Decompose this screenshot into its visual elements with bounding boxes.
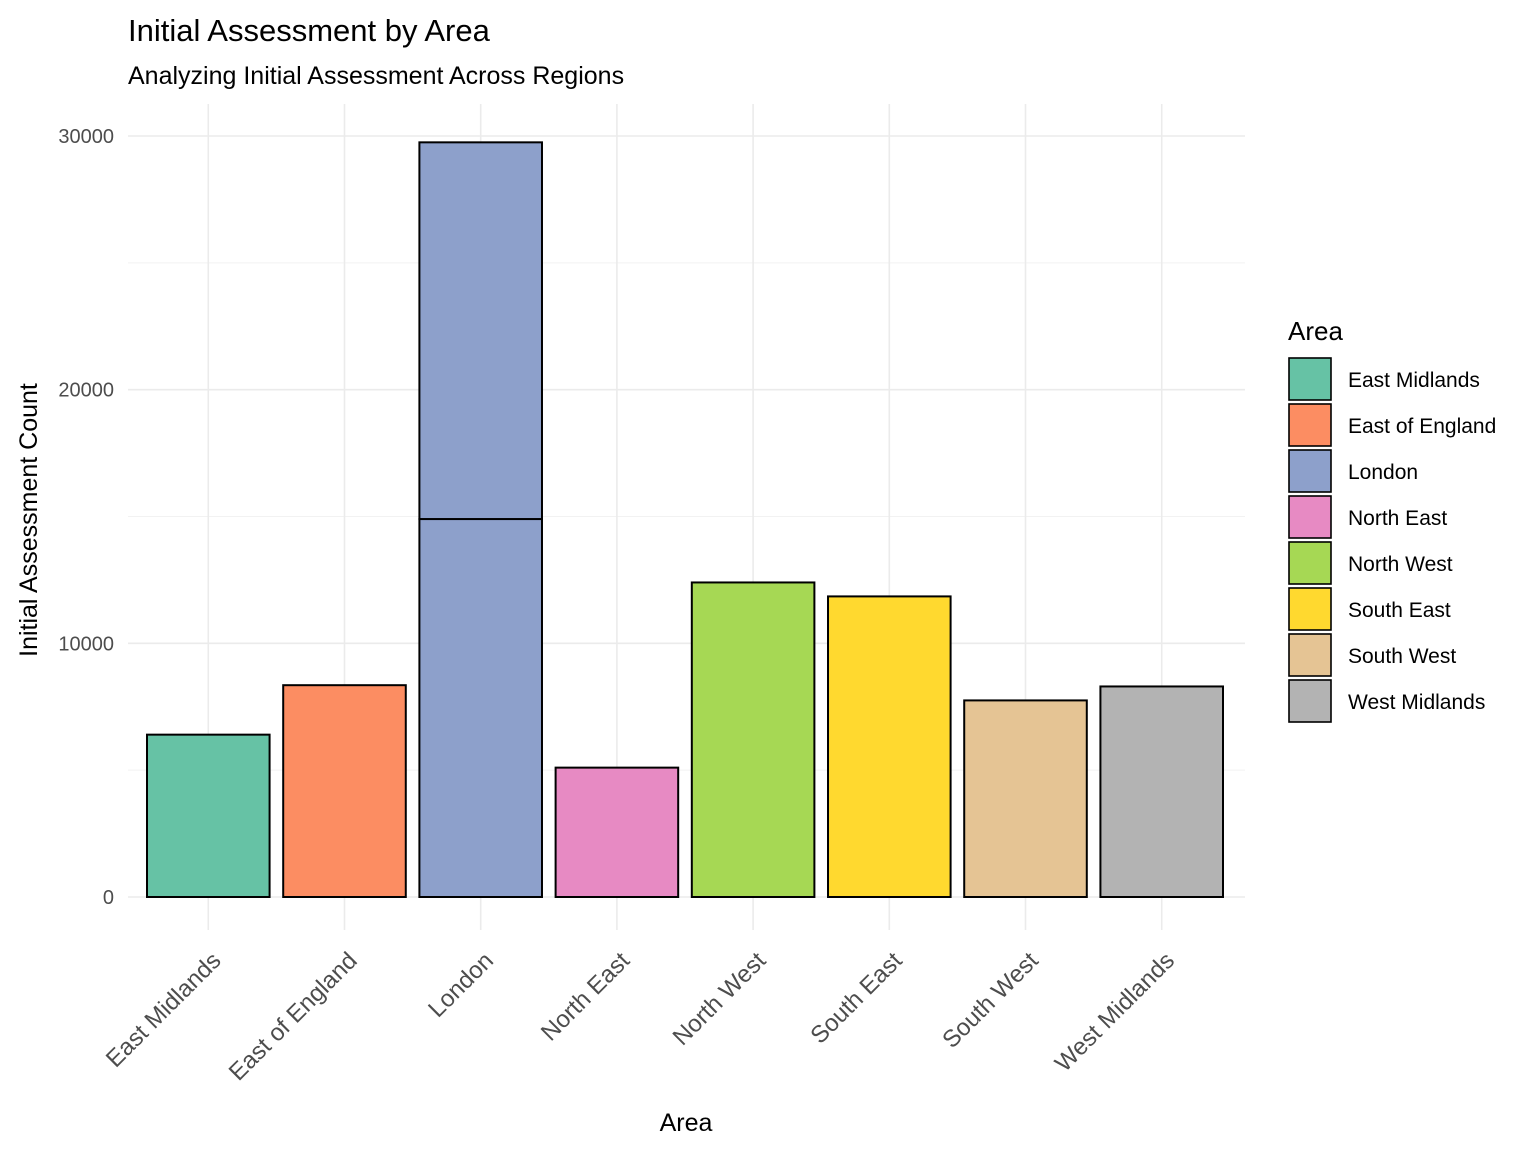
legend-label: West Midlands [1348, 691, 1485, 714]
bar-east-of-england [282, 684, 407, 899]
x-tick-label: South West [937, 947, 1044, 1054]
bar-london [418, 141, 543, 521]
legend-key-north-east [1288, 495, 1332, 539]
y-axis-title: Initial Assessment Count [15, 383, 43, 657]
bar-north-east [554, 766, 680, 898]
legend-title: Area [1288, 316, 1343, 346]
legend-label: South East [1348, 599, 1451, 622]
bar-east-midlands [146, 733, 271, 898]
bar-south-east [827, 595, 952, 899]
chart-title: Initial Assessment by Area [128, 13, 491, 48]
y-tick-label: 20000 [58, 380, 114, 402]
x-tick-label: East Midlands [101, 947, 227, 1073]
x-axis-title: Area [660, 1109, 713, 1137]
y-tick-label: 0 [103, 887, 114, 909]
legend-label: East Midlands [1348, 369, 1480, 392]
x-tick-label: West Midlands [1050, 947, 1180, 1077]
y-tick-label: 10000 [58, 633, 114, 655]
legend-label: North West [1348, 553, 1453, 576]
x-tick-label: North East [536, 947, 635, 1046]
x-tick-label: London [423, 947, 499, 1023]
bar-north-west [690, 581, 816, 898]
y-tick-label: 30000 [58, 126, 114, 148]
legend-label: London [1348, 461, 1418, 484]
bars [146, 141, 1224, 899]
legend-label: South West [1348, 645, 1456, 668]
y-axis-ticks: 0 10000 20000 30000 [58, 126, 114, 909]
legend-key-north-west [1288, 541, 1332, 585]
x-tick-label: East of England [224, 947, 363, 1086]
legend-key-south-east [1288, 587, 1332, 631]
legend-key-south-west [1288, 633, 1332, 677]
legend-label: North East [1348, 507, 1447, 530]
legend: Area East Midlands East of England London N… [1288, 316, 1496, 723]
x-tick-label: South East [805, 947, 907, 1049]
legend-label: East of England [1348, 415, 1496, 438]
x-tick-label: North West [668, 947, 772, 1051]
bar-west-midlands [1099, 685, 1224, 898]
chart-subtitle: Analyzing Initial Assessment Across Regi… [128, 62, 624, 90]
legend-key-london [1288, 449, 1332, 493]
bar-london [418, 518, 543, 899]
legend-key-east-of-england [1288, 403, 1332, 447]
bar-south-west [963, 699, 1088, 898]
legend-key-east-midlands [1288, 357, 1332, 401]
legend-key-west-midlands [1288, 679, 1332, 723]
